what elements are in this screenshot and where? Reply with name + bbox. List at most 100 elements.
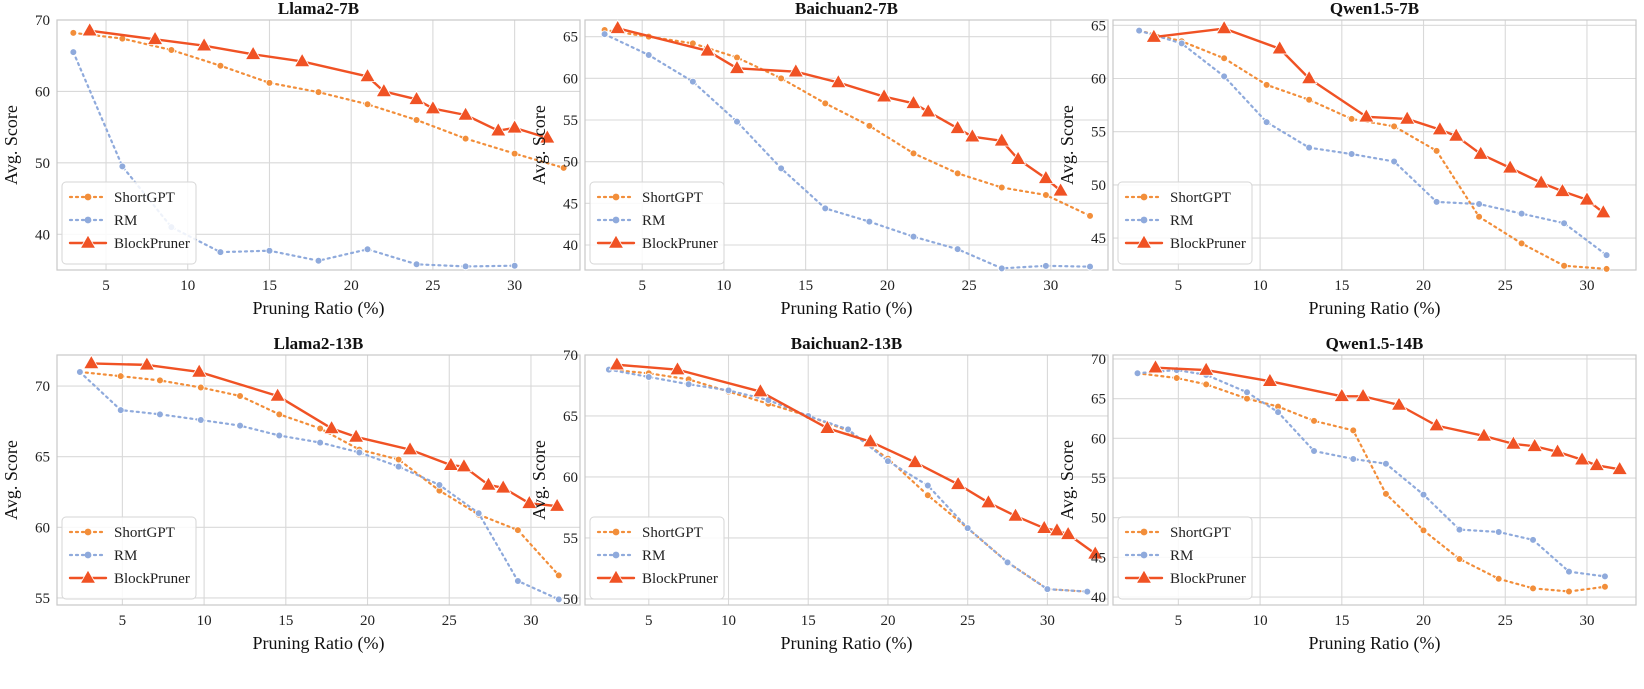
blockpruner-point [521,494,538,509]
legend-label: RM [1170,548,1193,564]
rm-point [216,248,225,256]
rm-point [1243,388,1251,397]
blockpruner-point [146,30,164,45]
blockpruner-point [1578,190,1596,206]
rm-point [844,425,852,434]
rm-point [510,261,519,270]
legend-marker [1140,528,1148,536]
y-tick-label: 65 [35,450,50,466]
shortgpt-point [316,424,324,433]
rm-point [1390,157,1398,166]
shortgpt-point [412,116,421,124]
y-tick-label: 60 [563,470,578,486]
rm-point [314,256,323,265]
rm-point [963,524,972,532]
y-tick-label: 60 [1091,431,1106,447]
blockpruner-point [539,129,556,144]
legend-marker [84,551,92,559]
legend-label: RM [114,213,137,229]
blockpruner-point [1354,387,1372,402]
legend-label: RM [642,213,665,229]
blockpruner-point [919,102,937,118]
shortgpt-point [554,571,563,580]
blockpruner-point [1526,437,1543,452]
blockpruner-point [1611,460,1628,475]
shortgpt-point [197,383,205,392]
y-tick-label: 50 [1091,511,1106,527]
rm-point [644,51,653,59]
rm-point [1601,572,1609,581]
blockpruner-point [1532,173,1550,189]
x-tick-label: 15 [262,278,277,294]
rm-point [1517,209,1526,218]
y-tick-label: 50 [1091,178,1106,194]
rm-point [355,448,364,457]
blockpruner-point [138,356,156,371]
plot-frame [584,354,1109,606]
y-tick-label: 55 [1091,125,1106,141]
rm-point [554,595,563,604]
rm-point [394,462,403,471]
y-tick-label: 55 [35,591,50,607]
blockpruner-point [862,432,879,448]
legend-label: BlockPruner [114,571,190,587]
blockpruner-point [1358,108,1375,123]
blockpruner-point [609,19,626,34]
blockpruner-point [1086,544,1104,560]
rm-point [1455,525,1464,534]
series-line-rm [1136,368,1607,578]
plot-area [600,19,1094,273]
shortgpt-point [1349,426,1358,435]
shortgpt-point [1382,490,1390,498]
rm-point [1565,567,1573,576]
x-axis-label: Pruning Ratio (%) [1309,633,1441,654]
x-tick-label: 5 [102,278,110,294]
y-tick-label: 45 [1091,550,1106,566]
rm-point [684,380,693,389]
shortgpt-point [461,134,470,143]
rm-point [865,217,874,226]
blockpruner-point [1300,69,1318,85]
x-tick-label: 20 [880,278,895,294]
rm-point [1560,219,1568,227]
rm-point [600,30,609,38]
blockpruner-point [1052,182,1069,197]
series-line-shortgpt [72,31,565,169]
blockpruner-point [728,59,746,74]
x-tick-label: 15 [1334,278,1349,294]
rm-point [118,162,127,171]
rm-point [76,368,84,376]
chart-panel: 5 10 15 20 25 30 40 45 50 55 60 65 Baichuan2-7B Pruni… [529,0,1109,319]
blockpruner-point [323,419,340,435]
blockpruner-point [819,419,836,434]
x-axis-label: Pruning Ratio (%) [781,298,913,319]
shortgpt-point [1202,380,1210,389]
rm-point [474,509,483,517]
rm-point [1382,459,1390,468]
rm-point [1042,262,1050,270]
rm-point [1494,528,1503,536]
blockpruner-point [1215,19,1233,35]
x-tick-label: 10 [180,278,195,294]
blockpruner-point [1554,182,1571,197]
blockpruner-point [980,493,997,509]
legend-marker [79,234,97,249]
blockpruner-point [375,82,393,98]
y-tick-label: 60 [35,84,50,100]
shortgpt-point [1475,213,1483,221]
legend-marker [1140,216,1148,224]
chart-panel: 5 10 15 20 25 30 40 50 60 70 Llama2-7B Pruning Rati… [1,0,581,319]
blockpruner-point [905,94,922,109]
rm-point [1347,150,1356,158]
y-axis-label: Avg. Score [1,440,21,520]
rm-point [724,386,733,395]
y-tick-label: 50 [35,156,50,172]
y-tick-label: 45 [1091,231,1106,247]
legend-marker [607,569,625,584]
blockpruner-point [1197,361,1215,376]
x-tick-label: 5 [1175,278,1183,294]
blockpruner-point [875,87,893,103]
blockpruner-point [442,456,460,471]
shortgpt-point [997,183,1006,192]
